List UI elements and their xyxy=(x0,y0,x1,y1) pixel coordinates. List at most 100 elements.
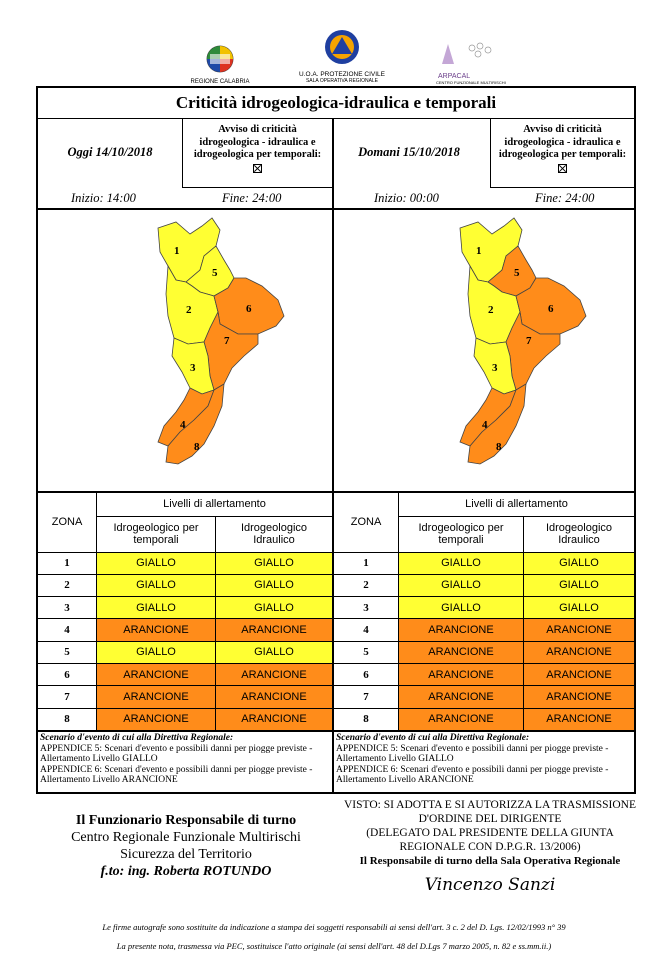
today-level-temporali: ARANCIONE xyxy=(96,685,216,709)
today-avviso: Avviso di criticità idrogeologica - idra… xyxy=(182,118,332,188)
tomorrow-zone-number: 3 xyxy=(334,596,399,620)
footer-right-line3: (DELEGATO DAL PRESIDENTE DELLA GIUNTA xyxy=(366,827,614,839)
footer-right-line4: REGIONALE CON D.P.G.R. 13/2006) xyxy=(399,841,581,853)
tomorrow-avviso-line2: idrogeologica - idraulica e xyxy=(504,136,621,148)
column-divider xyxy=(332,118,334,794)
map-label-6: 6 xyxy=(246,303,252,315)
today-level-idraulico: ARANCIONE xyxy=(215,662,332,687)
today-avviso-line1: Avviso di criticità xyxy=(218,124,297,135)
tomorrow-zone-number: 5 xyxy=(334,640,399,664)
tomorrow-scenario-heading: Scenario d'evento di cui alla Direttiva … xyxy=(336,733,530,743)
table-row: 5 ARANCIONE ARANCIONE xyxy=(334,640,634,664)
today-col2-header-line2: Idraulico xyxy=(253,534,295,546)
table-row: 1 GIALLO GIALLO xyxy=(38,551,332,575)
tomorrow-col2-header-line2: Idraulico xyxy=(558,534,600,546)
protezione-civile-emblem-icon xyxy=(325,30,359,64)
footer-left: Il Funzionario Responsabile di turno Cen… xyxy=(36,812,336,880)
tomorrow-levels-table: ZONA Livelli di allertamento Idrogeologi… xyxy=(334,492,634,731)
table-row: 4 ARANCIONE ARANCIONE xyxy=(38,618,332,642)
table-row: 7 ARANCIONE ARANCIONE xyxy=(38,685,332,709)
today-zone-number: 3 xyxy=(38,596,97,620)
today-level-temporali: GIALLO xyxy=(96,596,216,620)
tomorrow-zone-number: 8 xyxy=(334,707,399,731)
map-label-3: 3 xyxy=(190,362,196,374)
tomorrow-zona-header: ZONA xyxy=(334,492,399,553)
map-label-8: 8 xyxy=(496,441,502,453)
tomorrow-zone-number: 2 xyxy=(334,573,399,598)
regione-calabria-logo: REGIONE CALABRIA xyxy=(188,44,252,88)
legal-note-2: La presente nota, trasmessa via PEC, sos… xyxy=(116,941,552,951)
today-level-temporali: GIALLO xyxy=(96,573,216,598)
map-label-4: 4 xyxy=(180,419,186,431)
map-label-7: 7 xyxy=(224,335,230,347)
tomorrow-level-temporali: GIALLO xyxy=(398,596,524,620)
tomorrow-livelli-header: Livelli di allertamento xyxy=(398,492,634,517)
tomorrow-zone-number: 6 xyxy=(334,662,399,687)
arpacal-emblem-icon xyxy=(442,42,492,64)
tomorrow-col2-header: Idrogeologico Idraulico xyxy=(523,515,634,553)
tomorrow-level-idraulico: ARANCIONE xyxy=(523,640,634,664)
today-zone-number: 4 xyxy=(38,618,97,642)
today-level-temporali: ARANCIONE xyxy=(96,618,216,642)
tomorrow-level-temporali: ARANCIONE xyxy=(398,662,524,687)
tomorrow-col2-header-line1: Idrogeologico xyxy=(545,522,613,534)
handwritten-signature: Vincenzo Sanzi xyxy=(424,875,556,895)
today-zone-number: 7 xyxy=(38,685,97,709)
tomorrow-avviso: Avviso di criticità idrogeologica - idra… xyxy=(490,118,634,188)
table-row: 6 ARANCIONE ARANCIONE xyxy=(334,662,634,687)
tomorrow-level-idraulico: ARANCIONE xyxy=(523,707,634,731)
map-label-6: 6 xyxy=(548,303,554,315)
tomorrow-fine: Fine: 24:00 xyxy=(535,191,595,205)
today-zona-header: ZONA xyxy=(38,492,97,553)
today-col2-header: Idrogeologico Idraulico xyxy=(215,515,332,553)
tomorrow-col1-header: Idrogeologico per temporali xyxy=(398,515,524,553)
today-avviso-line2: idrogeologica - idraulica e xyxy=(199,136,316,148)
footer-right-line5: Il Responsabile di turno della Sala Oper… xyxy=(359,855,621,867)
table-row: 5 GIALLO GIALLO xyxy=(38,640,332,664)
today-scenario-app5: APPENDICE 5: Scenari d'evento e possibil… xyxy=(40,743,313,765)
today-level-idraulico: ARANCIONE xyxy=(215,707,332,731)
today-level-temporali: ARANCIONE xyxy=(96,662,216,687)
tomorrow-col1-header-line2: temporali xyxy=(438,534,484,546)
table-row: 4 ARANCIONE ARANCIONE xyxy=(334,618,634,642)
table-row: 3 GIALLO GIALLO xyxy=(38,596,332,620)
footer-right: VISTO: SI ADOTTA E SI AUTORIZZA LA TRASM… xyxy=(330,798,650,895)
regione-calabria-emblem-icon xyxy=(206,45,234,73)
tomorrow-level-idraulico: ARANCIONE xyxy=(523,618,634,642)
tomorrow-col1-header-line1: Idrogeologico per xyxy=(418,522,504,534)
today-zone-number: 1 xyxy=(38,551,97,575)
map-label-4: 4 xyxy=(482,419,488,431)
map-zone-8 xyxy=(467,383,527,465)
today-level-temporali: GIALLO xyxy=(96,640,216,664)
today-date: Oggi 14/10/2018 xyxy=(67,145,153,159)
footer-left-line1: Il Funzionario Responsabile di turno xyxy=(75,813,297,828)
tomorrow-avviso-line1: Avviso di criticità xyxy=(523,124,602,135)
arpacal-sub: CENTRO FUNZIONALE MULTIRISCHI xyxy=(436,80,506,85)
tomorrow-zone-number: 4 xyxy=(334,618,399,642)
tomorrow-inizio: Inizio: 00:00 xyxy=(374,191,439,205)
tomorrow-level-idraulico: GIALLO xyxy=(523,573,634,598)
today-zone-map: 1 5 2 6 7 3 4 8 xyxy=(157,217,285,465)
table-row: 1 GIALLO GIALLO xyxy=(334,551,634,575)
footer-left-signature: f.to: ing. Roberta ROTUNDO xyxy=(100,864,272,879)
table-row: 7 ARANCIONE ARANCIONE xyxy=(334,685,634,709)
tomorrow-level-idraulico: GIALLO xyxy=(523,596,634,620)
legal-note-1: Le firme autografe sono sostituite da in… xyxy=(102,922,566,932)
table-row: 3 GIALLO GIALLO xyxy=(334,596,634,620)
tomorrow-scenario-app6: APPENDICE 6: Scenari d'evento e possibil… xyxy=(336,764,609,786)
footer-left-line3: Sicurezza del Territorio xyxy=(120,847,252,862)
today-col1-header-line2: temporali xyxy=(133,534,179,546)
bulletin-frame: Criticità idrogeologica-idraulica e temp… xyxy=(36,86,636,794)
footer-left-line2: Centro Regionale Funzionale Multirischi xyxy=(71,830,301,845)
protezione-civile-line2: SALA OPERATIVA REGIONALE xyxy=(305,78,379,84)
map-label-1: 1 xyxy=(174,245,180,257)
tomorrow-avviso-line3: idrogeologica per temporali: xyxy=(498,149,627,160)
map-label-1: 1 xyxy=(476,245,482,257)
protezione-civile-line1: U.O.A. PROTEZIONE CIVILE xyxy=(299,71,385,78)
table-row: 8 ARANCIONE ARANCIONE xyxy=(38,707,332,731)
tomorrow-level-temporali: ARANCIONE xyxy=(398,685,524,709)
tomorrow-header-divider xyxy=(334,208,634,210)
today-level-temporali: ARANCIONE xyxy=(96,707,216,731)
map-label-2: 2 xyxy=(186,304,192,316)
tomorrow-scenario-app5: APPENDICE 5: Scenari d'evento e possibil… xyxy=(336,743,609,765)
